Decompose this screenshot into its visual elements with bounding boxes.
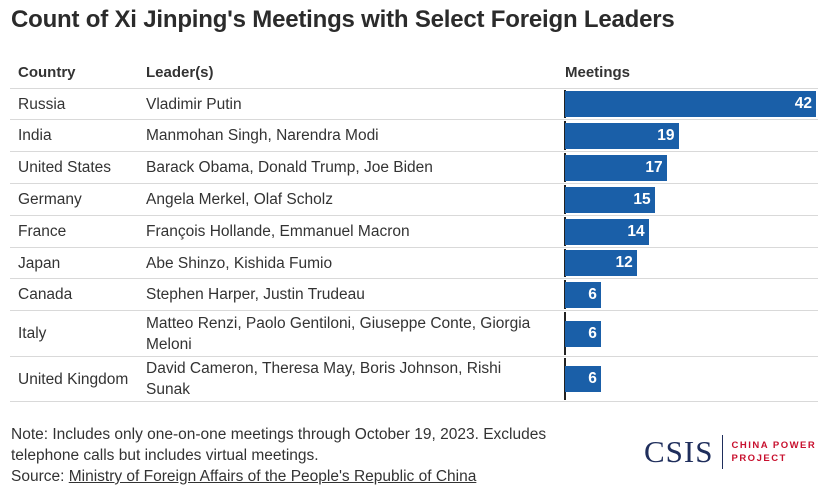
logo-subtitle-line-1: CHINA POWER [731,440,817,451]
column-header-meetings: Meetings [565,64,631,81]
footer-note: Note: Includes only one-on-one meetings … [11,424,611,487]
table-row: Germany Angela Merkel, Olaf Scholz 15 [10,184,818,216]
meetings-bar: 15 [565,186,655,213]
country-cell: Russia [18,95,66,113]
logo-subtitle: CHINA POWER PROJECT [731,439,816,465]
leaders-cell: Vladimir Putin [146,95,242,113]
source-label: Source: [11,468,69,485]
header-divider [10,88,818,89]
country-cell: Japan [18,254,61,272]
country-cell: France [18,223,67,240]
leaders-cell: Angela Merkel, Olaf Scholz [146,191,333,208]
column-header-country: Country [18,64,76,81]
meetings-bar: 12 [565,250,637,276]
leaders-cell: Manmohan Singh, Narendra Modi [146,127,379,144]
meetings-bar: 6 [565,366,601,392]
meetings-bar: 6 [565,320,601,347]
chart-title: Count of Xi Jinping's Meetings with Sele… [11,6,675,33]
meetings-bar: 14 [565,218,649,245]
meetings-bar: 17 [565,154,667,181]
leaders-cell: David Cameron, Theresa May, Boris Johnso… [146,360,502,398]
country-cell: India [18,127,52,144]
logo-divider [722,435,724,469]
leaders-cell: Stephen Harper, Justin Trudeau [146,286,365,303]
table-row: Japan Abe Shinzo, Kishida Fumio 12 [10,248,818,279]
csis-logo[interactable]: CSIS CHINA POWER PROJECT [644,434,816,470]
meetings-bar: 19 [565,122,679,149]
country-cell: Italy [18,325,47,342]
meetings-bar: 6 [565,281,601,308]
table-row: United Kingdom David Cameron, Theresa May… [10,357,818,402]
table-row: France François Hollande, Emmanuel Macron… [10,216,818,248]
logo-wordmark: CSIS [644,434,714,469]
logo-subtitle-line-2: PROJECT [731,453,787,464]
country-cell: Canada [18,286,73,303]
column-header-leaders: Leader(s) [146,64,214,81]
source-link[interactable]: Ministry of Foreign Affairs of the Peopl… [68,468,477,485]
table-row: Canada Stephen Harper, Justin Trudeau 6 [10,279,818,311]
leaders-cell: Matteo Renzi, Paolo Gentiloni, Giuseppe … [146,314,531,353]
table-row: India Manmohan Singh, Narendra Modi 19 [10,120,818,152]
country-cell: United States [18,159,112,176]
meetings-bar: 42 [565,91,816,117]
note-text: Note: Includes only one-on-one meetings … [11,426,547,464]
table-row: United States Barack Obama, Donald Trump,… [10,152,818,184]
country-cell: Germany [18,191,82,208]
leaders-cell: Abe Shinzo, Kishida Fumio [146,254,333,272]
leaders-cell: François Hollande, Emmanuel Macron [146,223,410,240]
table-row: Russia Vladimir Putin 42 [10,89,818,120]
leaders-cell: Barack Obama, Donald Trump, Joe Biden [146,159,433,176]
country-cell: United Kingdom [18,370,129,388]
table-row: Italy Matteo Renzi, Paolo Gentiloni, Gius… [10,311,818,357]
